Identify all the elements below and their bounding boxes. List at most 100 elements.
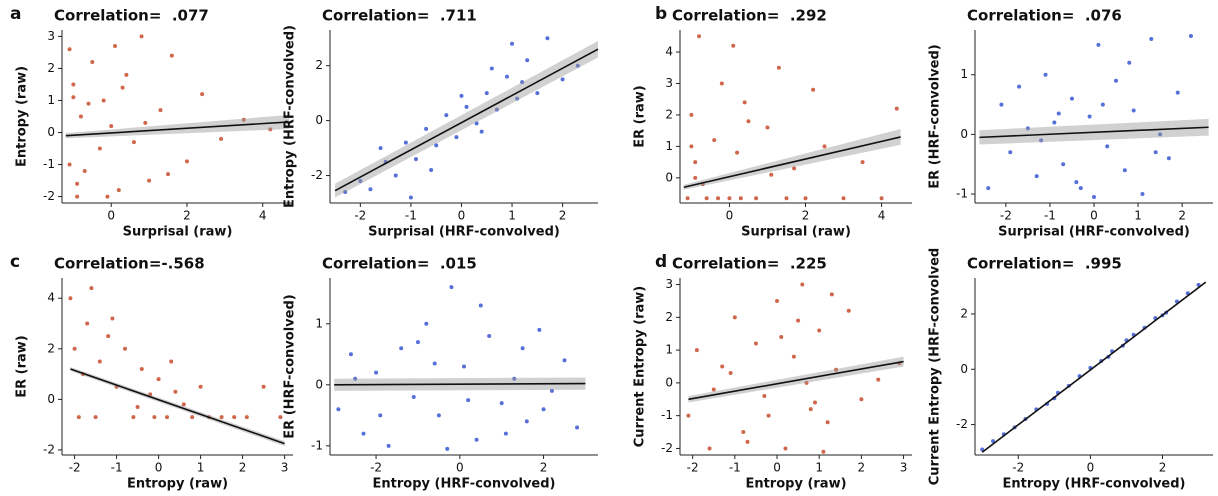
point <box>97 146 102 151</box>
y-axis-label: Entropy (HRF-convolved) <box>283 25 298 208</box>
x-tick-label: 1 <box>197 461 205 475</box>
x-axis-label: Entropy (HRF-convolved) <box>1003 477 1186 492</box>
point <box>424 321 429 326</box>
point <box>143 120 148 125</box>
panel-label: b <box>655 4 667 24</box>
point <box>1074 180 1079 185</box>
point <box>1166 156 1171 161</box>
point <box>184 159 189 164</box>
point <box>278 415 283 420</box>
point <box>399 346 404 351</box>
point <box>169 359 174 364</box>
point <box>545 36 550 41</box>
point <box>1092 195 1096 200</box>
point <box>67 162 72 167</box>
point <box>791 354 796 359</box>
point <box>198 384 203 389</box>
point <box>348 352 353 357</box>
y-tick-label: -1 <box>956 187 968 201</box>
point <box>152 415 157 420</box>
point <box>181 402 186 407</box>
point <box>244 415 249 420</box>
point <box>731 43 736 48</box>
point <box>779 335 784 339</box>
point <box>361 431 366 436</box>
y-tick-label: 0 <box>665 170 673 184</box>
point <box>808 407 813 412</box>
point <box>745 439 750 444</box>
confidence-band <box>683 129 901 190</box>
x-tick-label: 0 <box>1090 209 1098 223</box>
x-tick-label: 4 <box>878 209 886 223</box>
point <box>537 327 542 332</box>
x-tick-label: 0 <box>456 461 464 475</box>
point <box>1078 186 1083 191</box>
point <box>766 413 771 418</box>
point <box>1149 36 1154 41</box>
point <box>732 315 737 320</box>
x-tick-label: 0 <box>458 209 466 223</box>
chart-title: Correlation= .711 <box>322 7 477 25</box>
point <box>720 364 725 369</box>
y-axis-label: ER (raw) <box>633 85 648 148</box>
point <box>575 63 580 68</box>
y-axis-label: ER (raw) <box>15 335 30 398</box>
point <box>879 196 884 201</box>
point <box>489 66 494 71</box>
point <box>78 114 83 119</box>
point <box>166 172 171 177</box>
point <box>67 47 72 52</box>
x-tick-label: 2 <box>802 209 810 223</box>
point <box>139 34 144 39</box>
point <box>769 172 774 177</box>
point <box>75 181 80 186</box>
y-tick-label: -1 <box>661 408 673 422</box>
point <box>479 129 484 134</box>
y-tick-label: 3 <box>47 29 55 43</box>
y-tick-label: -1 <box>311 438 323 452</box>
x-tick-label: -2 <box>69 461 81 475</box>
x-tick-label: 4 <box>259 209 267 223</box>
point <box>562 358 567 363</box>
y-tick-label: 0 <box>960 362 968 376</box>
point <box>71 95 76 100</box>
point <box>753 341 758 346</box>
point <box>158 108 163 113</box>
x-tick-label: -2 <box>1000 209 1012 223</box>
point <box>525 58 530 63</box>
x-tick-label: 2 <box>1159 461 1167 475</box>
point <box>1114 78 1119 83</box>
chart-title: Correlation= .225 <box>672 255 827 273</box>
point <box>85 321 90 326</box>
point <box>762 394 767 398</box>
point <box>462 364 466 369</box>
point <box>803 196 808 201</box>
point <box>689 112 694 117</box>
point <box>90 60 95 65</box>
x-tick-label: 3 <box>900 461 908 475</box>
point <box>1105 144 1110 149</box>
point <box>1158 132 1163 137</box>
point <box>727 196 732 201</box>
point <box>378 146 383 151</box>
point <box>860 160 865 165</box>
point <box>719 81 724 86</box>
point <box>82 168 87 173</box>
point <box>123 346 127 351</box>
y-tick-label: 4 <box>665 45 673 59</box>
y-axis-label: Current Entropy (HRF-convolved <box>928 248 943 486</box>
point <box>986 186 991 191</box>
y-tick-label: 0 <box>315 377 323 391</box>
point <box>575 425 580 430</box>
point <box>796 318 801 323</box>
point <box>697 34 702 39</box>
point <box>165 415 169 420</box>
point <box>378 413 383 418</box>
fit-line <box>65 121 290 137</box>
point <box>735 150 740 155</box>
point <box>560 77 565 82</box>
chart-title: Correlation= .995 <box>967 255 1122 273</box>
point <box>754 196 759 201</box>
point <box>728 371 733 376</box>
